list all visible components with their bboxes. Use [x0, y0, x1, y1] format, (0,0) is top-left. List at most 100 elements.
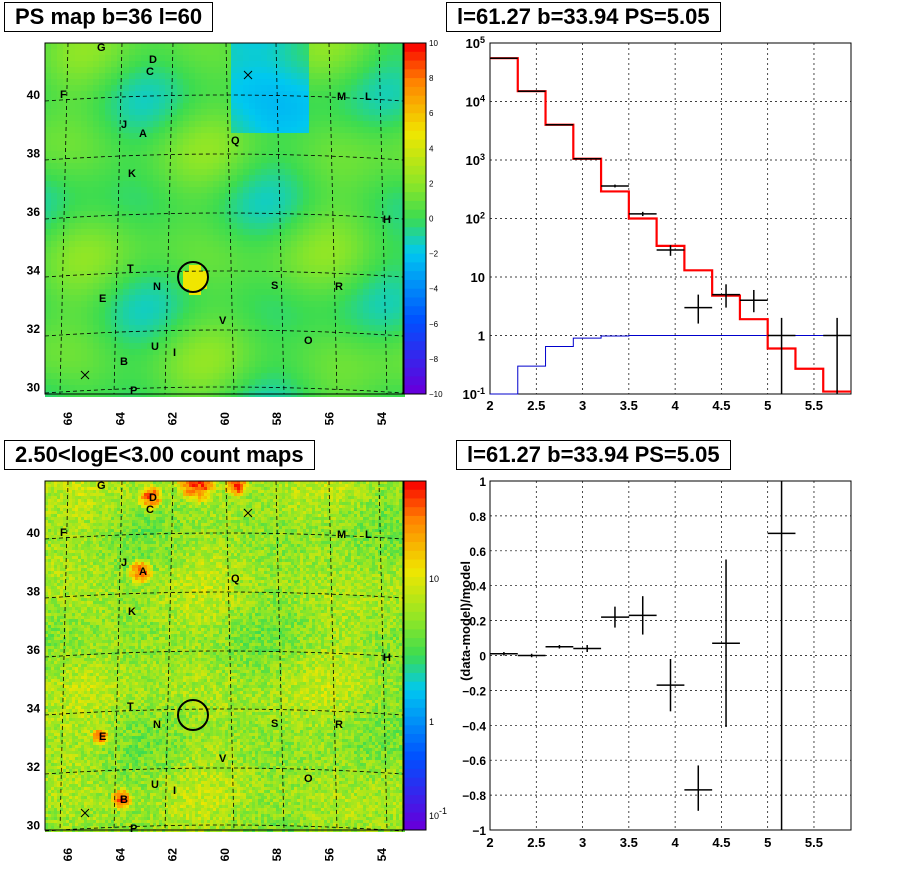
map-pixel [180, 484, 183, 487]
map-pixel [237, 43, 243, 49]
map-pixel [351, 283, 357, 289]
map-pixel [387, 145, 393, 151]
map-pixel [90, 487, 93, 490]
colorbar-swatch [404, 306, 426, 315]
map-pixel [255, 313, 261, 319]
map-pixel [348, 493, 351, 496]
map-pixel [375, 508, 378, 511]
map-pixel [243, 67, 249, 73]
map-pixel [147, 163, 153, 169]
map-pixel [159, 325, 165, 331]
map-pixel [357, 103, 363, 109]
map-pixel [288, 511, 291, 514]
map-pixel [123, 379, 129, 385]
map-pixel [297, 379, 303, 385]
map-pixel [57, 355, 63, 361]
map-pixel [159, 502, 162, 505]
map-pixel [45, 325, 51, 331]
map-pixel [267, 79, 273, 85]
map-pixel [357, 127, 363, 133]
map-pixel [225, 349, 231, 355]
map-pixel [57, 103, 63, 109]
map-pixel [54, 487, 57, 490]
map-pixel [87, 103, 93, 109]
map-pixel [357, 79, 363, 85]
map-pixel [219, 121, 225, 127]
map-pixel [393, 199, 399, 205]
map-pixel [339, 484, 342, 487]
map-pixel [99, 79, 105, 85]
map-pixel [177, 499, 180, 502]
map-pixel [285, 181, 291, 187]
map-pixel [177, 484, 180, 487]
map-pixel [135, 217, 141, 223]
colorbar-tick-label: 4 [429, 144, 434, 153]
map-pixel [126, 505, 129, 508]
map-pixel [75, 229, 81, 235]
map-pixel [249, 307, 255, 313]
map-pixel [189, 355, 195, 361]
map-pixel [297, 73, 303, 79]
map-pixel [315, 61, 321, 67]
map-pixel [354, 505, 357, 508]
map-pixel [261, 331, 267, 337]
map-pixel [165, 187, 171, 193]
map-pixel [351, 127, 357, 133]
map-pixel [129, 295, 135, 301]
map-pixel [114, 487, 117, 490]
map-pixel [273, 487, 276, 490]
map-pixel [267, 73, 273, 79]
map-pixel [366, 493, 369, 496]
map-pixel [129, 241, 135, 247]
map-pixel [51, 103, 57, 109]
map-pixel [69, 73, 75, 79]
map-pixel [315, 145, 321, 151]
map-pixel [285, 169, 291, 175]
map-pixel [213, 508, 216, 511]
map-pixel [255, 169, 261, 175]
map-pixel [285, 145, 291, 151]
map-pixel [135, 229, 141, 235]
map-pixel [267, 499, 270, 502]
map-pixel [87, 493, 90, 496]
map-pixel [57, 169, 63, 175]
map-pixel [213, 205, 219, 211]
map-pixel [195, 217, 201, 223]
map-pixel [45, 193, 51, 199]
map-pixel [57, 247, 63, 253]
map-pixel [153, 193, 159, 199]
map-pixel [267, 103, 273, 109]
map-pixel [369, 193, 375, 199]
map-pixel [195, 511, 198, 514]
map-pixel [351, 181, 357, 187]
map-pixel [207, 247, 213, 253]
map-pixel [327, 295, 333, 301]
map-pixel [201, 343, 207, 349]
map-pixel [327, 199, 333, 205]
map-pixel [327, 241, 333, 247]
map-pixel [63, 283, 69, 289]
map-pixel [168, 487, 171, 490]
map-pixel [354, 508, 357, 511]
map-pixel [267, 61, 273, 67]
map-pixel [297, 193, 303, 199]
map-pixel [213, 181, 219, 187]
map-pixel [321, 175, 327, 181]
map-pixel [249, 67, 255, 73]
map-pixel [231, 181, 237, 187]
map-pixel [348, 487, 351, 490]
map-pixel [141, 496, 144, 499]
map-pixel [141, 313, 147, 319]
map-pixel [159, 499, 162, 502]
map-pixel [117, 508, 120, 511]
map-pixel [207, 259, 213, 265]
map-pixel [189, 379, 195, 385]
map-pixel [141, 355, 147, 361]
map-pixel [273, 343, 279, 349]
map-pixel [387, 253, 393, 259]
map-pixel [249, 109, 255, 115]
map-pixel [369, 379, 375, 385]
map-pixel [345, 307, 351, 313]
map-pixel [309, 508, 312, 511]
map-pixel [309, 205, 315, 211]
